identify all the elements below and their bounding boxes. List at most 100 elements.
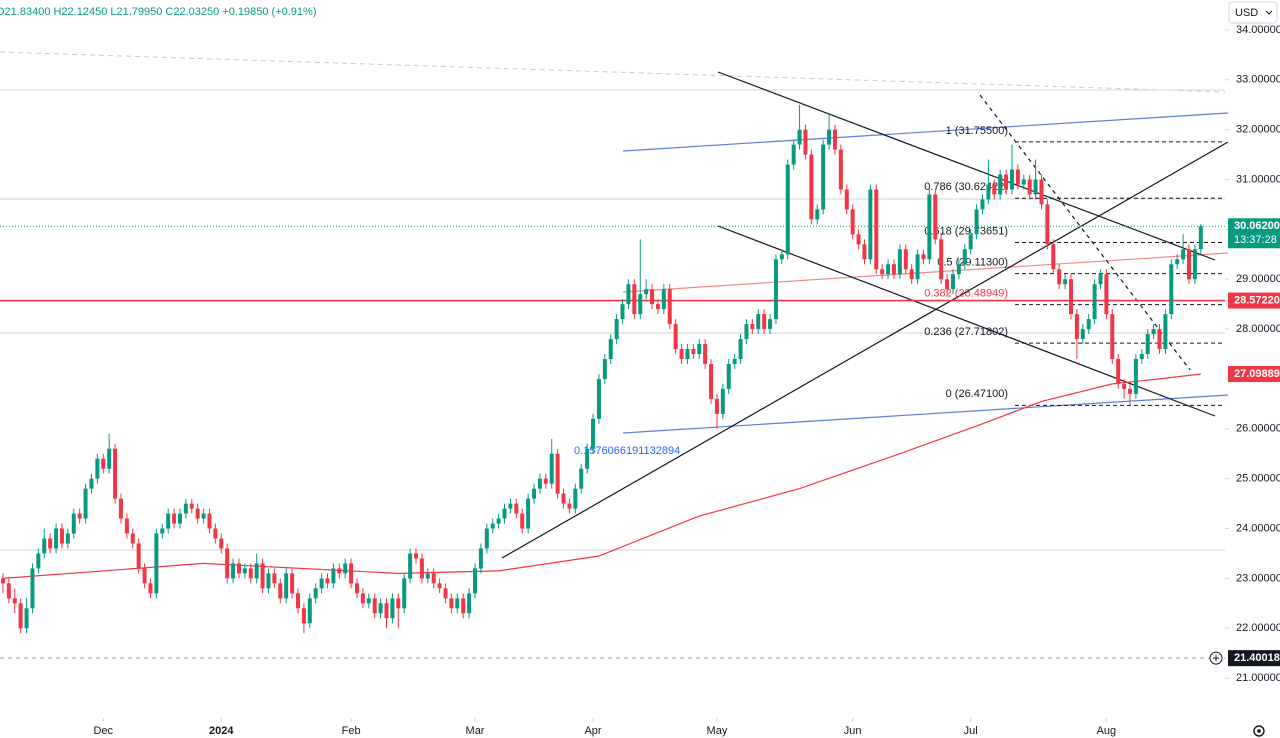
candle-body	[107, 448, 112, 469]
currency-box[interactable]	[1228, 1, 1278, 24]
candle-body	[1122, 383, 1127, 389]
candle-body	[183, 503, 188, 514]
dropdown-icon[interactable]	[1265, 10, 1273, 15]
candle-body	[278, 583, 283, 599]
fib-label: 0 (26.47100)	[946, 388, 1008, 400]
candle-body	[1151, 329, 1156, 335]
candle-body	[172, 513, 177, 524]
price-label: 21.40018	[1234, 652, 1280, 664]
candle-body	[231, 563, 236, 579]
y-tick-label: 22.00000	[1236, 622, 1280, 634]
candle-body	[968, 234, 973, 250]
candle-body	[1063, 279, 1068, 285]
trend-line	[717, 71, 1216, 261]
candle-body	[573, 488, 578, 509]
candle-body	[372, 598, 377, 614]
candle-body	[1068, 279, 1073, 315]
candle-body	[1021, 179, 1026, 185]
x-tick-label: Dec	[93, 725, 113, 737]
candle-body	[1027, 179, 1032, 195]
candle-body	[478, 548, 483, 569]
candle-body	[726, 363, 731, 389]
candle-body	[679, 349, 684, 359]
candle-body	[626, 284, 631, 305]
candle-body	[89, 478, 94, 489]
candle-body	[714, 398, 719, 414]
candle-body	[77, 513, 82, 519]
candle-body	[207, 513, 212, 529]
candle-body	[697, 344, 702, 355]
candle-body	[1045, 204, 1050, 245]
candle-body	[886, 264, 891, 275]
candle-body	[343, 563, 348, 574]
candle-body	[201, 513, 206, 519]
candle-body	[443, 588, 448, 599]
candle-body	[591, 418, 596, 449]
candle-body	[815, 209, 820, 220]
candle-body	[101, 458, 106, 469]
y-tick-label: 31.00000	[1236, 173, 1280, 185]
y-tick-label: 33.00000	[1236, 74, 1280, 86]
price-label-box	[1228, 650, 1280, 667]
candle-body	[832, 129, 837, 150]
candle-body	[160, 528, 165, 534]
y-tick-label: 25.00000	[1236, 473, 1280, 485]
candle-body	[378, 603, 383, 614]
settings-button[interactable]	[1253, 725, 1265, 737]
candle-body	[874, 189, 879, 270]
price-label-box	[1228, 366, 1280, 383]
x-tick-label: Jul	[964, 725, 978, 737]
x-tick-label: Apr	[584, 725, 601, 737]
candle-body	[909, 269, 914, 280]
candle-body	[54, 528, 59, 549]
candle-body	[532, 488, 537, 499]
candle-body	[313, 588, 318, 599]
candle-body	[1139, 354, 1144, 359]
channel-line	[622, 252, 1229, 293]
trend-line	[979, 94, 1191, 371]
candle-body	[514, 503, 519, 514]
candle-body	[496, 518, 501, 524]
candle-body	[1181, 249, 1186, 260]
candle-body	[449, 598, 454, 609]
candle-body	[408, 553, 413, 579]
candle-body	[414, 553, 419, 559]
candle-body	[1015, 169, 1020, 185]
candle-body	[473, 568, 478, 594]
currency-label[interactable]: USD	[1235, 7, 1258, 19]
candle-body	[933, 194, 938, 240]
x-tick-label: Aug	[1097, 725, 1117, 737]
x-tick-label: Jun	[844, 725, 862, 737]
candle-body	[1145, 334, 1150, 355]
settings-icon[interactable]	[1257, 729, 1261, 733]
candle-body	[732, 359, 737, 364]
candle-body	[419, 558, 424, 579]
candle-body	[0, 578, 5, 584]
candle-body	[130, 533, 135, 544]
candle-body	[1104, 274, 1109, 315]
candle-body	[773, 259, 778, 320]
x-tick-label: Mar	[466, 725, 485, 737]
candle-body	[1198, 226, 1203, 250]
price-label-box	[1228, 218, 1280, 249]
candle-body	[166, 513, 171, 529]
settings-icon[interactable]	[1253, 725, 1265, 737]
candle-body	[903, 249, 908, 270]
candle-body	[284, 573, 289, 599]
channel-line	[622, 112, 1229, 152]
candle-body	[614, 319, 619, 340]
candle-body	[6, 583, 11, 599]
y-tick-label: 32.00000	[1236, 124, 1280, 136]
candle-body	[142, 568, 147, 584]
candle-body	[319, 578, 324, 589]
candle-body	[998, 174, 1003, 195]
currency-selector[interactable]: USD	[1228, 1, 1278, 24]
candle-body	[1169, 264, 1174, 315]
price-label: 28.57220	[1234, 294, 1280, 306]
candle-body	[1051, 244, 1056, 270]
add-alert-icon[interactable]	[1213, 655, 1219, 662]
fib-label: 0.236 (27.71802)	[924, 326, 1008, 338]
candle-body	[809, 154, 814, 220]
candle-body	[962, 249, 967, 265]
candle-body	[508, 503, 513, 509]
